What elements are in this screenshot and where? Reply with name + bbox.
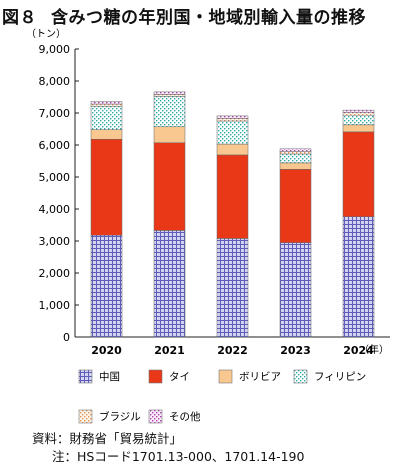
legend-label: タイ — [169, 371, 190, 383]
legend-swatch — [148, 409, 163, 424]
x-tick-label: 2020 — [91, 344, 122, 357]
bar-segment — [279, 162, 312, 170]
bar-segment — [216, 118, 249, 122]
bar-segment — [216, 120, 249, 145]
y-tick-label: 7,000 — [39, 107, 71, 120]
bar-segment — [153, 94, 186, 97]
legend-swatch — [218, 369, 233, 384]
y-tick-label: 4,000 — [39, 203, 71, 216]
bar-segment — [90, 129, 123, 140]
x-tick-label: 2022 — [217, 344, 248, 357]
y-tick-label: 6,000 — [39, 139, 71, 152]
title-text: 含みつ糖の年別国・地域別輸入量の推移 — [51, 8, 366, 28]
plot-area: 0 1,000 2,000 3,000 4,000 5,000 6,000 7,000 8,00… — [39, 43, 390, 357]
bar-segment — [342, 216, 375, 338]
bar-segment — [153, 230, 186, 338]
y-tick-label: 1,000 — [39, 299, 71, 312]
bar-segment — [153, 96, 186, 128]
bar-segment — [342, 114, 375, 126]
bar-segment — [90, 138, 123, 236]
legend-label: フィリピン — [314, 371, 366, 383]
legend-swatch — [78, 409, 93, 424]
bar-segment — [342, 131, 375, 217]
bar-segment — [216, 154, 249, 239]
bar-segment — [90, 106, 123, 130]
bar-segment — [279, 169, 312, 243]
bar-segment — [279, 242, 312, 338]
y-tick-label: 8,000 — [39, 75, 71, 88]
bar-segment — [279, 151, 312, 155]
bar-segment — [153, 126, 186, 144]
chart-title: 図８ 含みつ糖の年別国・地域別輸入量の推移 — [2, 3, 366, 28]
y-unit-label: （トン） — [26, 28, 66, 40]
legend-label: その他 — [169, 410, 201, 423]
x-unit-label: （年） — [359, 343, 389, 356]
legend-swatch — [78, 369, 93, 384]
y-tick-label: 3,000 — [39, 235, 71, 248]
legend-label: ブラジル — [99, 410, 141, 423]
bar-segment — [342, 112, 375, 116]
legend-label: ボリビア — [239, 371, 281, 383]
bar-segment — [153, 91, 186, 95]
y-tick-label: 2,000 — [39, 267, 71, 280]
y-tick-label: 9,000 — [39, 43, 71, 56]
bar-segment — [90, 234, 123, 338]
bar-segment — [279, 148, 312, 152]
x-tick-label: 2023 — [280, 344, 311, 357]
figure-label: 図８ — [2, 8, 37, 28]
source-note: 資料：財務省「貿易統計」 — [32, 431, 183, 446]
bar-segment — [90, 101, 123, 105]
y-tick-label: 0 — [63, 331, 70, 344]
legend-swatch — [293, 369, 308, 384]
bar-segment — [342, 109, 375, 113]
hs-code-note: 注：HSコード1701.13-000、1701.14-190 — [52, 449, 305, 464]
legend-label: 中国 — [99, 370, 120, 383]
bar-segment — [342, 124, 375, 133]
y-tick-label: 5,000 — [39, 171, 71, 184]
legend-swatch — [148, 369, 163, 384]
x-tick-label: 2024 — [343, 344, 374, 357]
bar-segment — [279, 153, 312, 164]
x-tick-label: 2021 — [154, 344, 185, 357]
bar-segment — [216, 115, 249, 119]
bar-segment — [90, 103, 123, 107]
bar-segment — [153, 142, 186, 231]
bar-segment — [216, 238, 249, 338]
bar-segment — [216, 143, 249, 156]
